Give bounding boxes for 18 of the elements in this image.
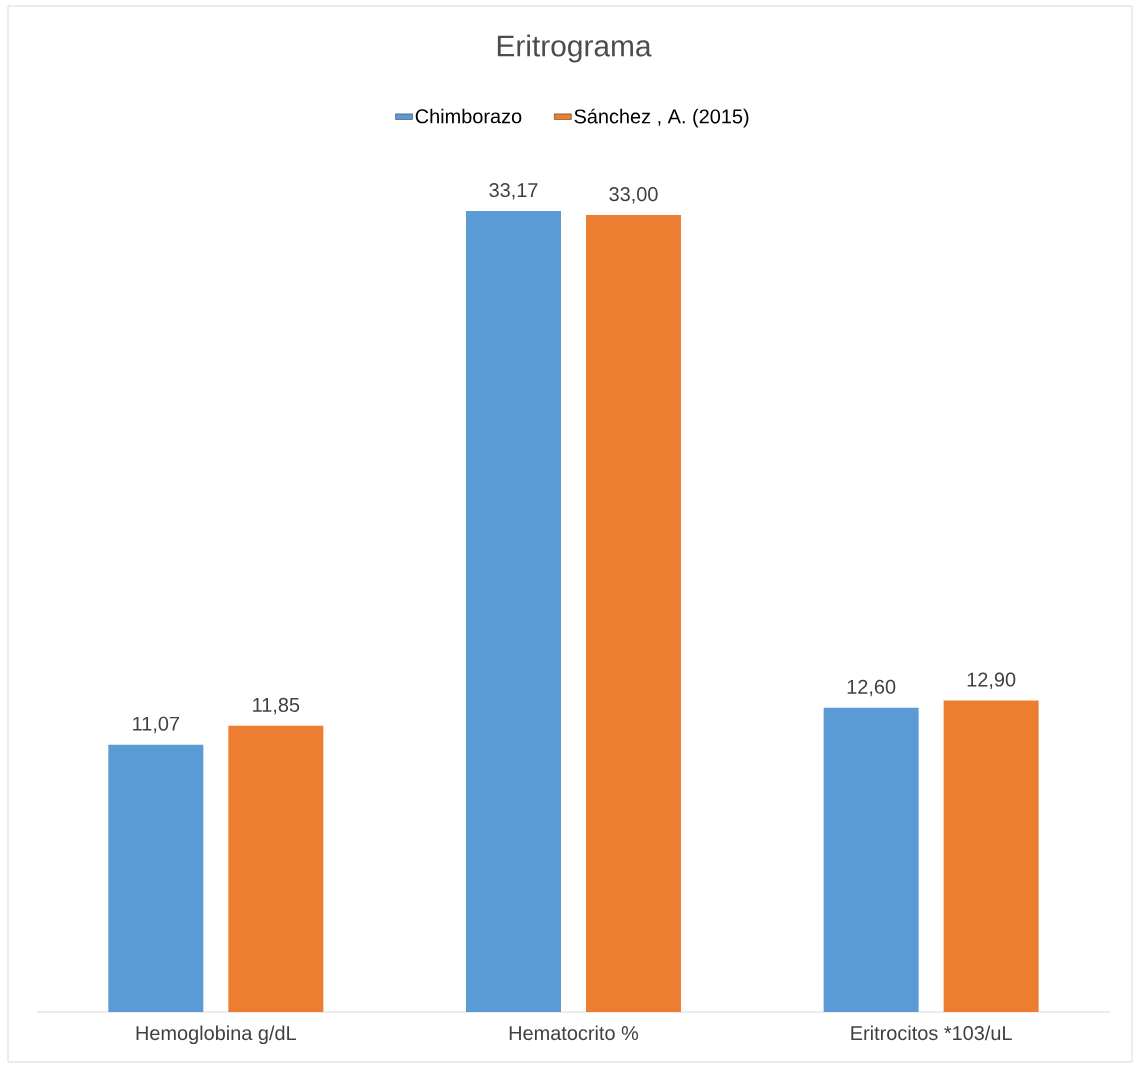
- bar: [585, 215, 681, 1012]
- data-label: 12,60: [847, 679, 896, 697]
- bar: [465, 210, 561, 1012]
- chart-title: Eritrograma: [497, 34, 652, 63]
- x-tick-label: Hematocrito %: [509, 1025, 639, 1041]
- x-tick-label: Hemoglobina g/dL: [136, 1025, 296, 1045]
- bar: [823, 707, 919, 1012]
- data-label: 33,00: [609, 187, 658, 204]
- data-label: 33,17: [489, 183, 538, 200]
- legend-label: Sánchez , A. (2015): [574, 108, 749, 128]
- bar: [108, 744, 204, 1012]
- x-tick-label: Eritrocitos *103/uL: [851, 1025, 1012, 1041]
- bar: [228, 725, 324, 1012]
- data-label: 11,85: [253, 697, 300, 715]
- bar: [943, 700, 1039, 1012]
- legend-label: Chimborazo: [415, 108, 522, 124]
- data-label: 11,07: [133, 716, 180, 734]
- data-label: 12,90: [967, 672, 1016, 689]
